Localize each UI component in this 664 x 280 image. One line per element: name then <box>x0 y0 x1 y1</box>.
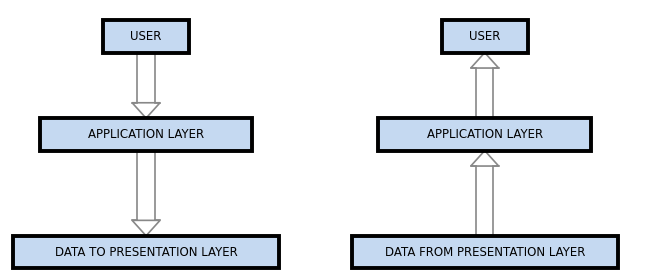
Polygon shape <box>132 220 160 236</box>
Text: APPLICATION LAYER: APPLICATION LAYER <box>88 128 204 141</box>
Polygon shape <box>471 53 499 68</box>
Text: USER: USER <box>130 30 162 43</box>
Text: DATA FROM PRESENTATION LAYER: DATA FROM PRESENTATION LAYER <box>384 246 585 258</box>
FancyBboxPatch shape <box>352 236 618 268</box>
FancyBboxPatch shape <box>40 118 252 151</box>
Text: USER: USER <box>469 30 501 43</box>
FancyBboxPatch shape <box>13 236 279 268</box>
FancyBboxPatch shape <box>378 118 591 151</box>
FancyBboxPatch shape <box>442 20 528 53</box>
FancyBboxPatch shape <box>103 20 189 53</box>
Polygon shape <box>471 151 499 166</box>
Text: DATA TO PRESENTATION LAYER: DATA TO PRESENTATION LAYER <box>54 246 238 258</box>
Polygon shape <box>132 103 160 118</box>
Text: APPLICATION LAYER: APPLICATION LAYER <box>427 128 542 141</box>
